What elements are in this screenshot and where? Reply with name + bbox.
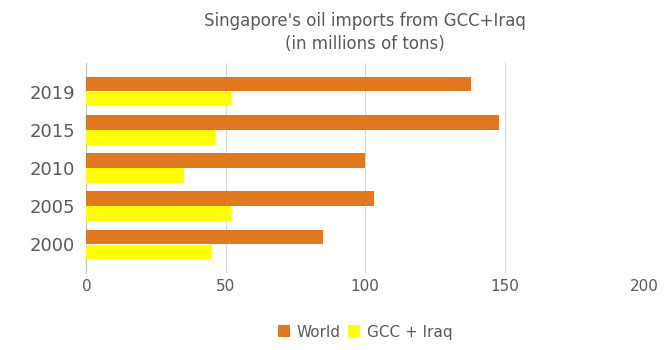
Bar [86,77,471,91]
Bar [86,115,499,130]
Bar [86,130,214,145]
Bar [86,230,323,244]
Bar [86,245,212,259]
Bar [86,153,365,168]
Bar [86,92,231,106]
Bar [86,191,374,206]
Bar [86,206,231,221]
Bar [86,168,184,183]
Title: Singapore's oil imports from GCC+Iraq
(in millions of tons): Singapore's oil imports from GCC+Iraq (i… [205,12,526,53]
Legend: World, GCC + Iraq: World, GCC + Iraq [272,318,458,346]
